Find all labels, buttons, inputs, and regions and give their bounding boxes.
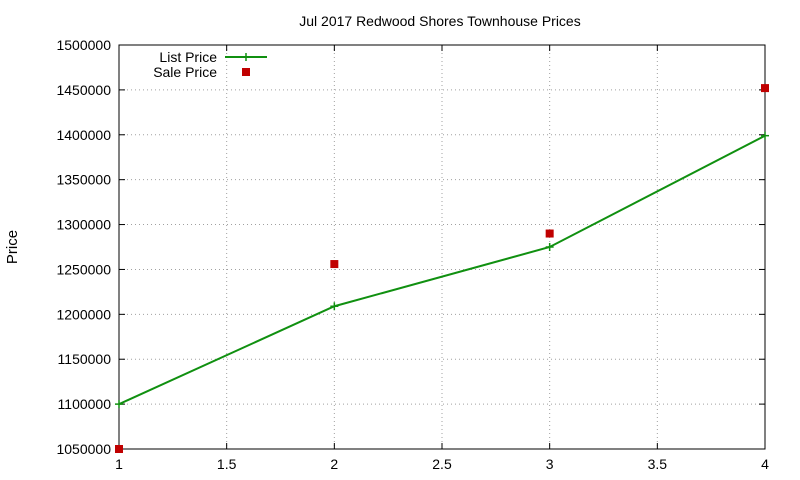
- sale-price-point: [115, 445, 123, 453]
- x-tick-label: 1: [115, 456, 123, 472]
- y-tick-label: 1400000: [56, 127, 111, 143]
- list-price-point: [545, 243, 554, 251]
- x-tick-label: 2.5: [432, 456, 452, 472]
- y-tick-label: 1050000: [56, 441, 111, 457]
- y-tick-label: 1100000: [58, 396, 112, 412]
- sale-price-point: [330, 260, 339, 269]
- y-tick-label: 1350000: [56, 172, 111, 188]
- list-price-point: [761, 131, 769, 140]
- legend-swatch-square: [242, 68, 250, 76]
- x-tick-label: 1.5: [217, 456, 237, 472]
- y-tick-label: 1450000: [56, 82, 111, 98]
- y-tick-label: 1150000: [58, 351, 112, 367]
- chart-title: Jul 2017 Redwood Shores Townhouse Prices: [299, 13, 580, 29]
- x-tick-label: 3: [546, 456, 554, 472]
- x-tick-label: 4: [761, 456, 769, 472]
- axis-ticks: 1 1.5 2 2.5 3 3.5 4 1050000 1100000 1150000 120000…: [56, 37, 769, 472]
- list-price-point: [115, 400, 123, 409]
- grid-lines: [119, 45, 765, 449]
- sale-price-point: [545, 229, 554, 238]
- y-tick-label: 1200000: [56, 306, 111, 322]
- series-layer: [115, 84, 769, 453]
- y-tick-label: 1500000: [56, 37, 111, 53]
- y-tick-label: 1300000: [56, 217, 111, 233]
- legend-label: List Price: [159, 49, 217, 65]
- legend-label: Sale Price: [153, 64, 217, 80]
- y-axis-label: Price: [4, 230, 21, 264]
- legend-swatch-marker: [242, 53, 250, 61]
- x-tick-label: 2: [330, 456, 338, 472]
- y-tick-label: 1250000: [56, 261, 111, 277]
- series-line-list-price: [118, 134, 766, 406]
- x-tick-label: 3.5: [648, 456, 668, 472]
- list-price-point: [330, 302, 339, 311]
- sale-price-point: [761, 84, 769, 93]
